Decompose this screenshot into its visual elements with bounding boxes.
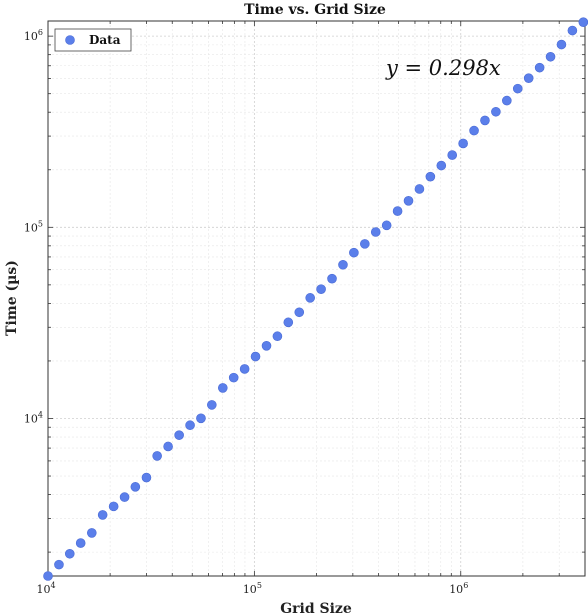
data-point [261, 341, 272, 351]
data-point [392, 206, 403, 216]
data-point [425, 171, 436, 182]
data-point [75, 538, 86, 548]
legend-marker [65, 35, 75, 45]
data-point [316, 284, 326, 294]
data-point [349, 247, 359, 258]
data-point [403, 196, 414, 206]
data-point [469, 125, 479, 136]
data-point [228, 372, 239, 383]
data-points [43, 17, 588, 581]
data-point [512, 83, 523, 94]
data-point [480, 115, 490, 126]
data-point [491, 106, 501, 117]
data-point [338, 259, 348, 270]
data-point [43, 571, 53, 581]
x-axis-label: Grid Size [280, 601, 352, 616]
data-point [130, 482, 141, 492]
data-point [108, 501, 119, 512]
data-point [196, 413, 206, 424]
data-point [174, 430, 184, 440]
data-point [502, 95, 512, 106]
data-point [54, 559, 64, 570]
data-point [436, 160, 447, 171]
data-point [294, 307, 305, 318]
y-axis-label: Time (µs) [4, 260, 20, 336]
data-point [370, 227, 381, 237]
data-point [578, 17, 588, 27]
data-point [272, 331, 283, 342]
data-point [250, 351, 261, 362]
data-point [163, 441, 173, 452]
data-point [64, 548, 75, 559]
data-point [217, 383, 228, 393]
data-point [207, 400, 217, 410]
data-point [556, 39, 567, 50]
data-point [414, 184, 425, 194]
grid [47, 21, 586, 576]
data-point [360, 239, 370, 249]
data-point [239, 364, 250, 374]
data-point [119, 492, 130, 502]
legend-box [54, 28, 132, 52]
data-point [141, 472, 152, 483]
chart-title: Time vs. Grid Size [244, 2, 386, 18]
data-point [447, 150, 458, 160]
data-point [86, 528, 97, 538]
data-point [458, 138, 468, 149]
data-point [305, 293, 315, 303]
data-point [545, 51, 556, 62]
data-point [327, 273, 337, 284]
data-point [567, 25, 578, 36]
data-point [185, 420, 195, 431]
data-point [152, 451, 162, 461]
data-point [523, 73, 534, 83]
data-point [97, 510, 108, 520]
legend: Data [54, 28, 132, 52]
legend-label: Data [89, 33, 121, 47]
data-point [381, 220, 392, 231]
equation-annotation: y = 0.298x [385, 56, 501, 80]
data-point [534, 62, 545, 73]
data-point [283, 317, 294, 328]
